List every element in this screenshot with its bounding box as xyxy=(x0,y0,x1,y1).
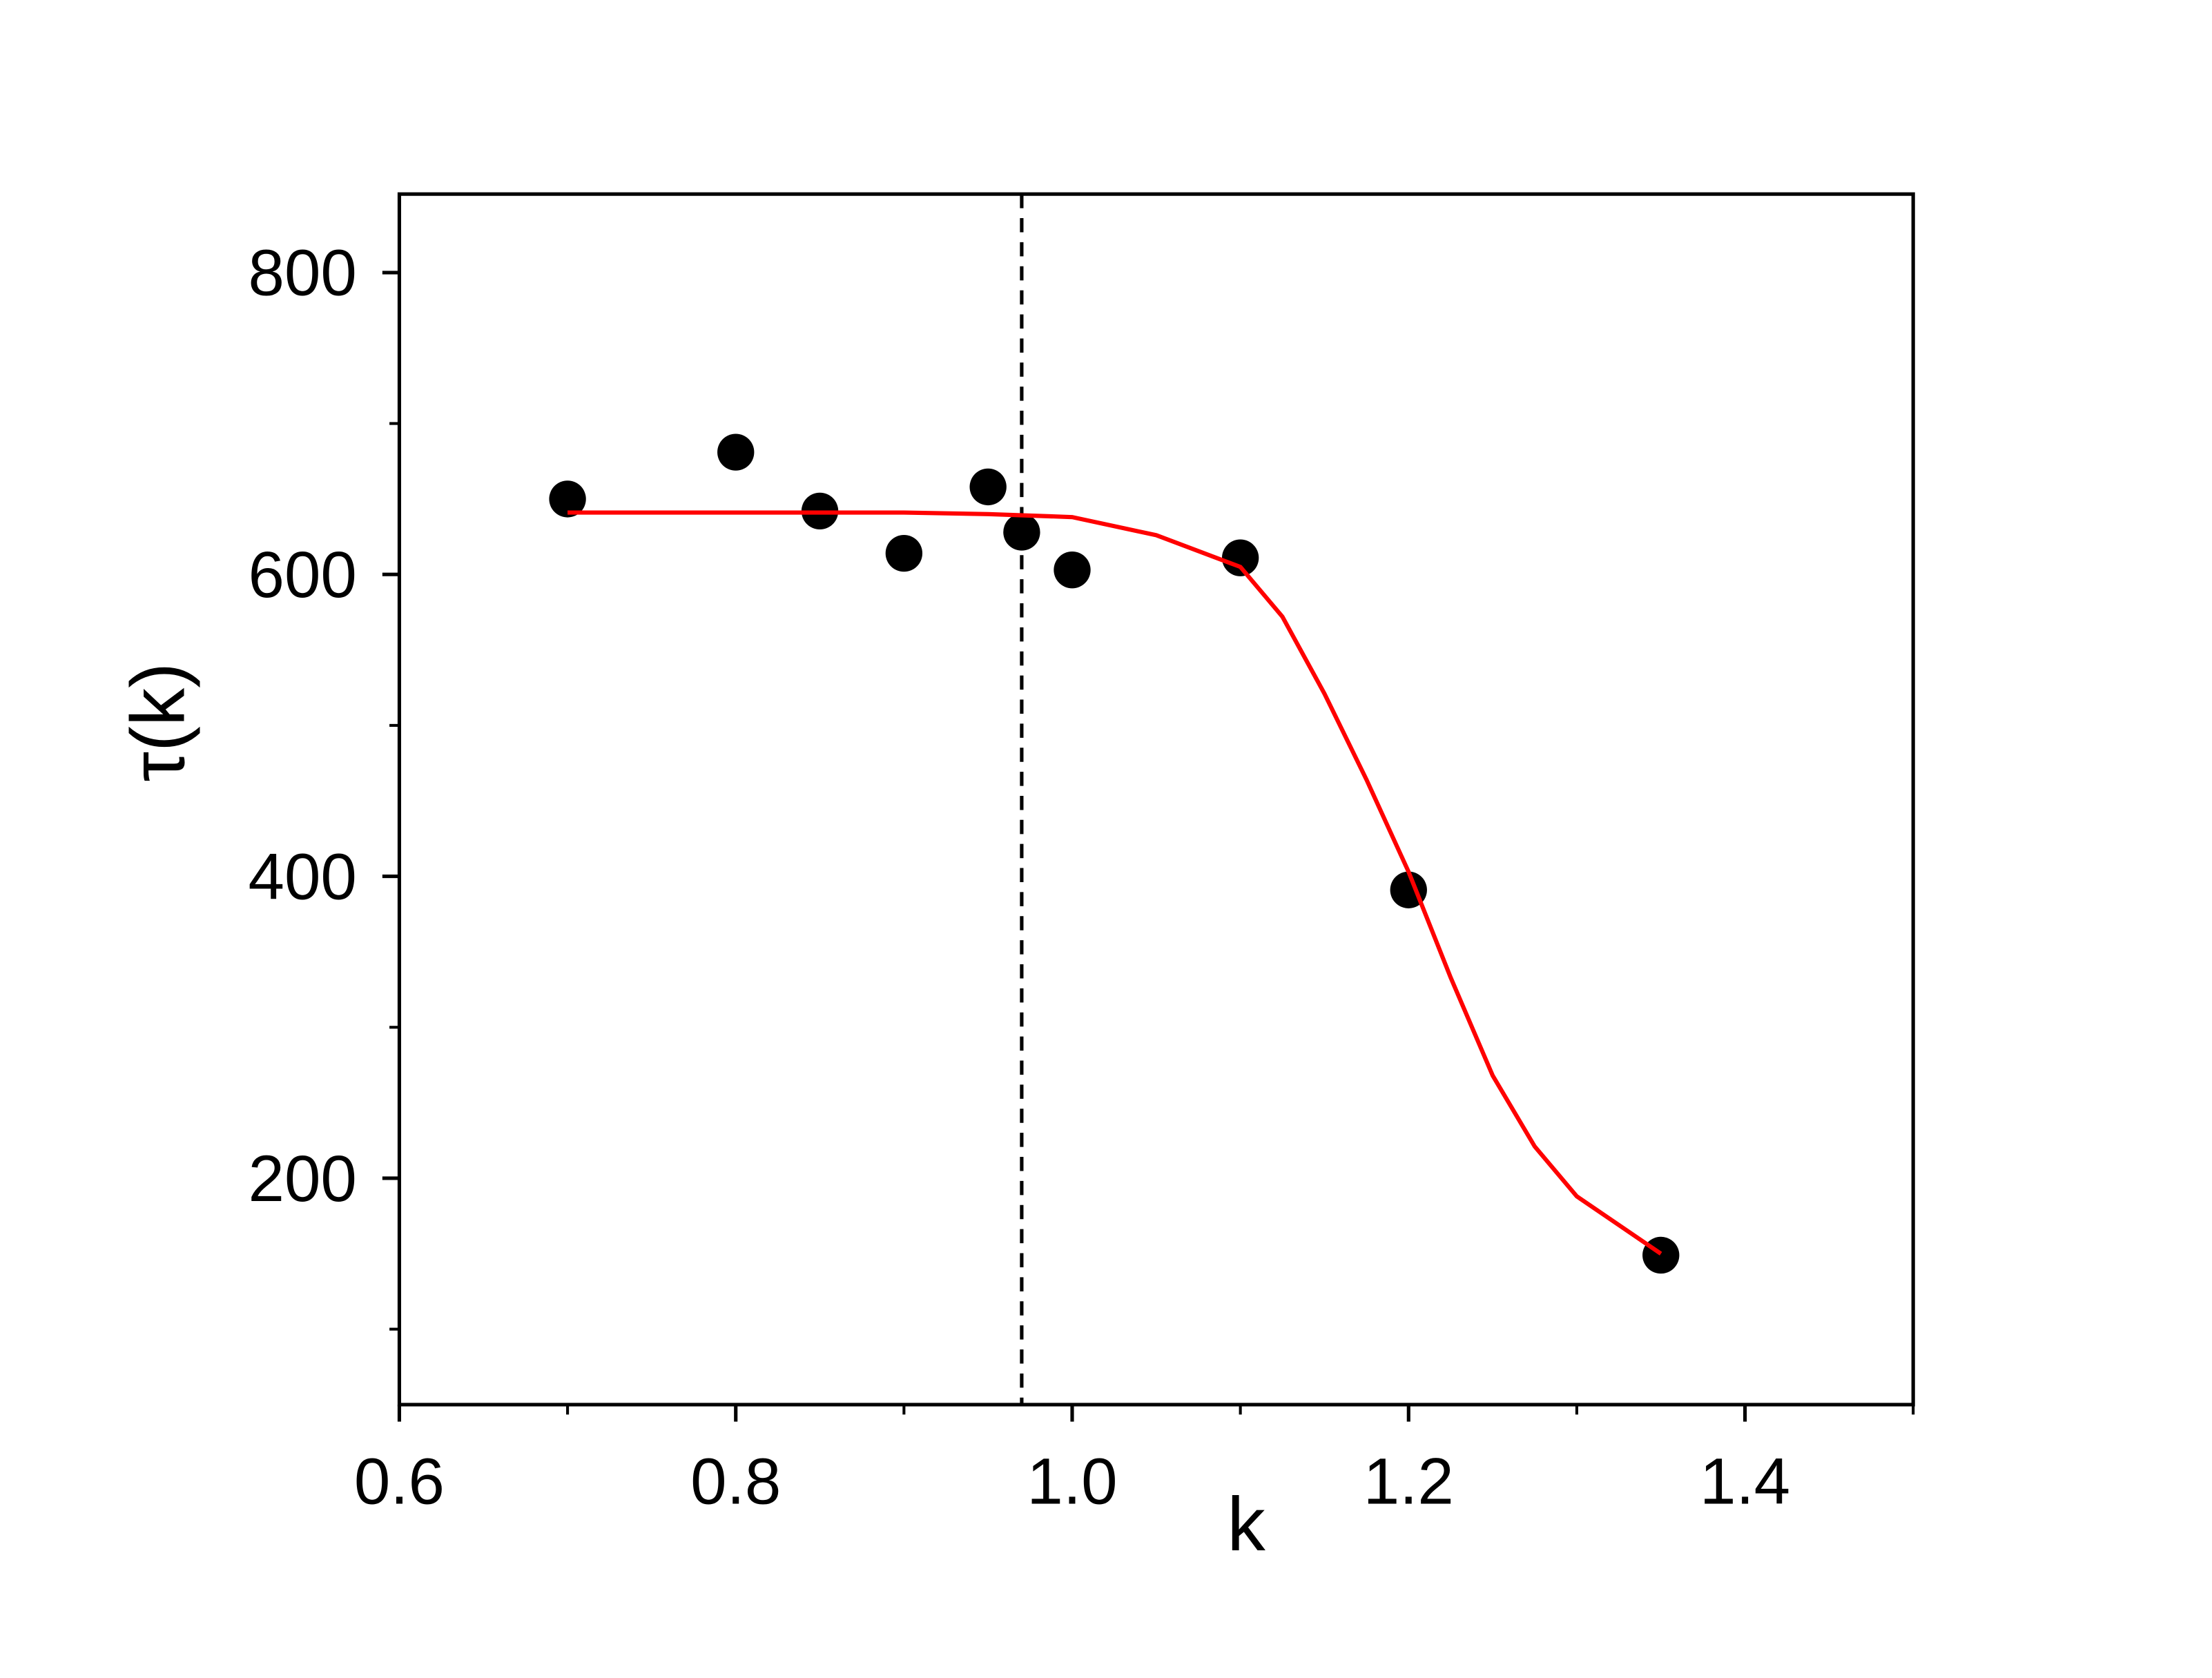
fit-line xyxy=(567,510,1662,1256)
y-axis-label: τ(k) xyxy=(116,663,201,782)
x-tick-label: 1.2 xyxy=(1364,1445,1454,1518)
x-axis-label: k xyxy=(1227,1482,1265,1567)
data-point xyxy=(1221,539,1259,576)
data-point xyxy=(549,480,586,518)
x-tick-label: 0.6 xyxy=(354,1445,445,1518)
data-point xyxy=(1003,514,1040,551)
x-tick-label: 1.4 xyxy=(1700,1445,1790,1518)
y-tick-label: 600 xyxy=(248,538,356,611)
y-tick-label: 200 xyxy=(248,1142,356,1215)
y-tick-label: 800 xyxy=(248,237,356,309)
data-point xyxy=(1054,552,1091,589)
data-point xyxy=(717,433,755,471)
data-point xyxy=(885,534,923,572)
x-tick-label: 0.8 xyxy=(690,1445,781,1518)
data-point xyxy=(969,468,1007,506)
x-tick-label: 1.0 xyxy=(1027,1445,1117,1518)
plot-frame xyxy=(397,192,1915,1407)
data-point xyxy=(1642,1236,1680,1274)
y-tick-label: 400 xyxy=(248,840,356,913)
